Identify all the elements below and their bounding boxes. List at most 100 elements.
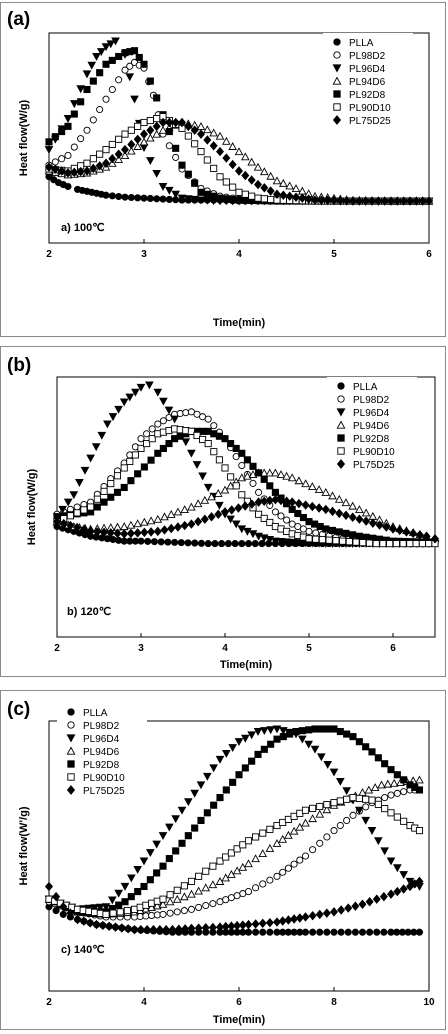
data-point: [255, 488, 263, 496]
data-point: [412, 196, 421, 206]
legend-entry: PL90D10: [83, 773, 125, 784]
data-point: [292, 727, 300, 736]
data-point: [184, 832, 192, 840]
data-point: [251, 854, 260, 863]
data-point: [266, 726, 275, 735]
data-point: [228, 159, 237, 170]
x-tick-label: 6: [236, 997, 242, 1008]
data-point: [140, 463, 148, 471]
data-point: [153, 195, 161, 203]
data-point: [190, 789, 199, 798]
data-point: [107, 480, 115, 488]
data-point: [273, 917, 281, 927]
data-point: [279, 727, 288, 736]
data-point: [289, 826, 299, 835]
data-point: [166, 509, 176, 518]
data-point: [89, 77, 97, 85]
data-point: [73, 522, 82, 533]
temperature-annotation: b) 120℃: [67, 606, 111, 618]
data-point: [123, 907, 131, 915]
data-point: [70, 167, 79, 177]
data-point: [127, 477, 135, 485]
chart-b: (b) Time(min) Heat flow(W/g) b) 120℃ 2 3 4…: [7, 355, 440, 671]
data-point: [241, 196, 249, 204]
data-point: [309, 928, 317, 936]
data-point: [345, 538, 353, 546]
data-point: [114, 149, 123, 159]
data-point: [108, 85, 116, 94]
data-point: [108, 140, 116, 149]
data-point: [258, 540, 266, 548]
data-point: [177, 194, 187, 203]
data-point: [226, 481, 235, 490]
data-point: [171, 815, 180, 824]
data-point: [415, 775, 424, 784]
data-point: [266, 876, 274, 884]
data-point: [210, 192, 218, 200]
data-point: [372, 894, 381, 904]
data-point: [383, 779, 393, 788]
data-point: [349, 733, 357, 741]
data-point: [244, 928, 253, 936]
data-point: [114, 889, 123, 898]
data-point: [115, 52, 123, 61]
data-point: [341, 498, 351, 507]
data-point: [348, 512, 357, 522]
data-point: [180, 907, 188, 915]
data-point: [379, 540, 387, 548]
data-point: [115, 192, 123, 201]
data-point: [173, 507, 183, 516]
data-point: [294, 476, 304, 485]
data-point: [273, 189, 281, 199]
data-point: [301, 912, 310, 922]
data-point: [323, 761, 332, 769]
data-point: [418, 196, 427, 206]
data-point: [258, 849, 268, 858]
data-point: [332, 537, 340, 545]
data-point: [197, 816, 205, 824]
data-point: [187, 502, 196, 511]
data-point: [298, 186, 307, 195]
data-point: [305, 726, 313, 734]
data-point: [177, 806, 187, 815]
data-point: [52, 907, 60, 915]
data-point: [368, 196, 376, 206]
legend-entry: PL98D2: [83, 721, 120, 732]
data-point: [271, 537, 280, 546]
data-point: [222, 153, 231, 163]
data-point: [194, 923, 203, 933]
data-point: [235, 771, 243, 779]
data-point: [295, 913, 304, 923]
data-point: [172, 847, 180, 855]
x-tick-label: 4: [222, 643, 228, 654]
data-point: [136, 924, 145, 935]
data-point: [415, 786, 424, 794]
data-point: [165, 413, 173, 422]
data-point: [336, 727, 344, 736]
data-point: [323, 928, 331, 936]
data-point: [308, 910, 317, 921]
data-point: [159, 895, 167, 903]
data-point: [114, 154, 123, 163]
data-marks: [44, 37, 434, 206]
chart-panel-c: (c) Time(min) Heat flow(W'/g) c) 140℃ 2 4…: [0, 690, 446, 1030]
data-point: [181, 924, 190, 934]
data-point: [393, 196, 402, 206]
data-point: [127, 146, 136, 155]
data-point: [308, 814, 317, 823]
data-point: [389, 524, 397, 534]
data-point: [233, 845, 241, 853]
data-point: [165, 897, 175, 906]
data-point: [109, 909, 117, 917]
data-point: [244, 859, 253, 868]
chart-c: (c) Time(min) Heat flow(W'/g) c) 140℃ 2 4…: [7, 699, 435, 1026]
data-point: [130, 47, 139, 55]
data-point: [126, 62, 134, 70]
data-point: [279, 178, 288, 187]
data-point: [337, 928, 345, 936]
data-point: [255, 469, 263, 477]
data-point: [286, 730, 294, 738]
data-point: [260, 183, 269, 193]
data-point: [368, 748, 376, 756]
data-point: [237, 525, 247, 534]
